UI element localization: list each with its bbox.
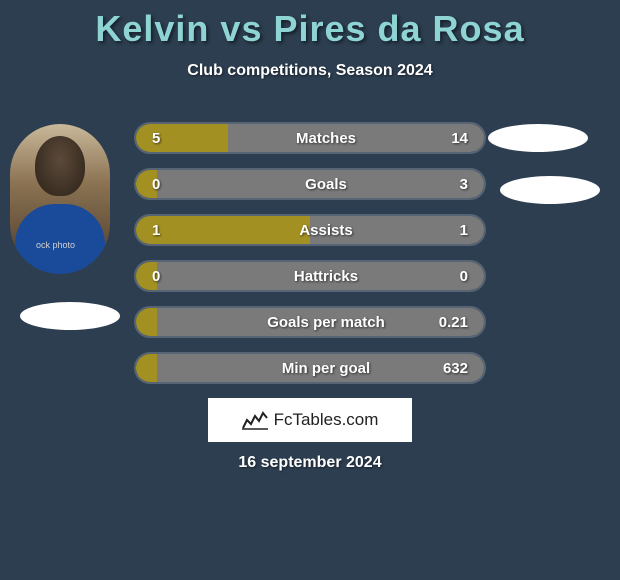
date-label: 16 september 2024	[0, 454, 620, 472]
stat-label: Assists	[152, 222, 486, 239]
stat-label: Min per goal	[152, 360, 486, 377]
stat-row: 0Hattricks0	[134, 260, 486, 292]
comparison-subtitle: Club competitions, Season 2024	[0, 62, 620, 80]
branding-text: FcTables.com	[274, 410, 379, 430]
stat-label: Hattricks	[152, 268, 486, 285]
stat-row: Goals per match0.21	[134, 306, 486, 338]
stock-photo-label: ock photo	[36, 240, 75, 250]
stat-row: 5Matches14	[134, 122, 486, 154]
stat-row: Min per goal632	[134, 352, 486, 384]
player-right-name-oval	[500, 176, 600, 204]
stat-row: 0Goals3	[134, 168, 486, 200]
stats-container: 5Matches14 0Goals3 1Assists1 0Hattricks0 Goa…	[134, 122, 486, 398]
stat-label: Goals per match	[152, 314, 486, 331]
branding-badge: FcTables.com	[208, 398, 412, 442]
stat-label: Matches	[152, 130, 486, 147]
stat-row: 1Assists1	[134, 214, 486, 246]
player-left-name-oval	[20, 302, 120, 330]
player-left-avatar	[10, 124, 110, 274]
player-right-avatar-oval	[488, 124, 588, 152]
stat-label: Goals	[152, 176, 486, 193]
comparison-title: Kelvin vs Pires da Rosa	[0, 0, 620, 50]
fctables-icon	[242, 410, 268, 430]
